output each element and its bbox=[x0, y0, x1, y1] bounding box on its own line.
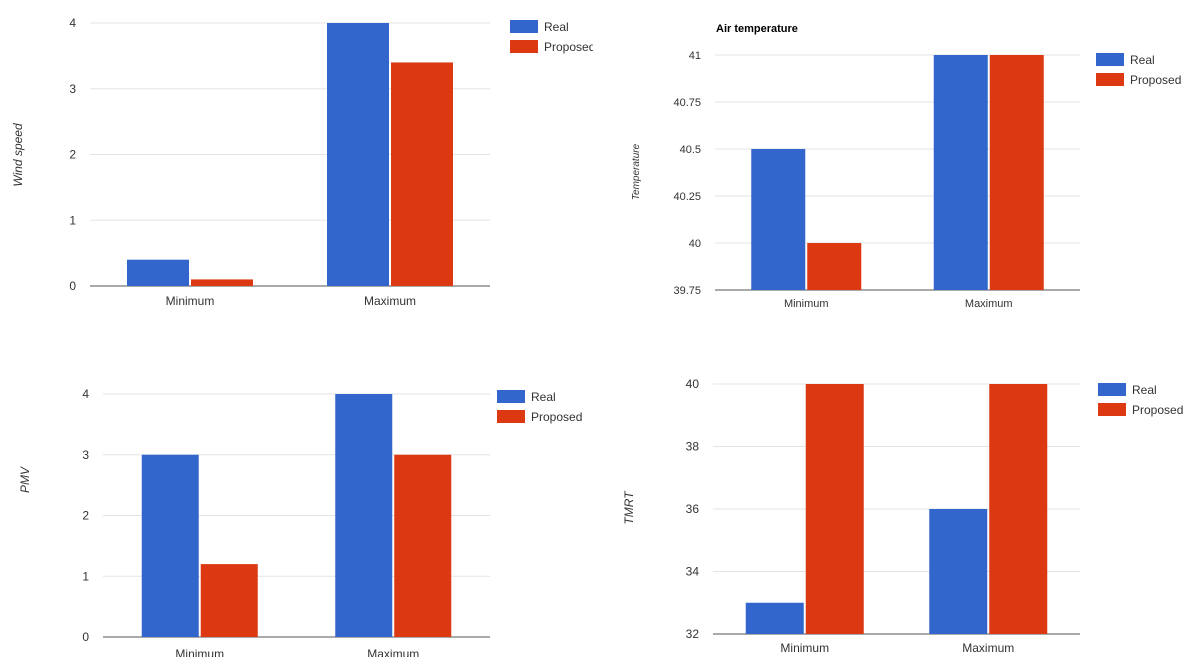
legend-swatch-proposed bbox=[497, 410, 525, 423]
y-tick-label: 40.75 bbox=[673, 97, 701, 109]
x-category-label: Maximum bbox=[965, 298, 1013, 310]
y-tick-label: 40 bbox=[689, 238, 701, 250]
legend-label-real: Real bbox=[1130, 53, 1155, 67]
y-tick-label: 36 bbox=[686, 502, 700, 516]
legend-swatch-real bbox=[497, 390, 525, 403]
legend-label-real: Real bbox=[531, 390, 556, 404]
legend-swatch-proposed bbox=[1098, 403, 1126, 416]
y-tick-label: 3 bbox=[82, 448, 89, 462]
chart-air-temperature: Air temperature 39.75 40 40.25 40.5 40.75 41 Te… bbox=[631, 23, 1181, 310]
y-axis-title: Temperature bbox=[631, 143, 642, 200]
x-category-label: Minimum bbox=[166, 294, 215, 308]
bar-proposed-maximum bbox=[989, 384, 1048, 634]
x-category-label: Maximum bbox=[367, 647, 419, 657]
y-tick-label: 1 bbox=[82, 569, 89, 583]
y-tick-label: 32 bbox=[686, 627, 700, 641]
chart-wind-speed: 0 1 2 3 4 Wind speed Minimum Maximum Real Propose… bbox=[11, 16, 593, 308]
y-tick-label: 4 bbox=[82, 387, 89, 401]
bar-proposed-minimum bbox=[191, 279, 253, 286]
legend-label-proposed: Proposed bbox=[1132, 403, 1183, 417]
bar-proposed-maximum bbox=[391, 62, 453, 287]
y-tick-label: 41 bbox=[689, 50, 701, 62]
bar-proposed-minimum bbox=[805, 384, 864, 634]
y-tick-label: 3 bbox=[69, 82, 76, 96]
bar-real-maximum bbox=[929, 509, 988, 634]
legend-label-real: Real bbox=[544, 20, 569, 34]
bar-real-minimum bbox=[141, 454, 199, 637]
legend-swatch-real bbox=[1096, 53, 1124, 66]
bar-proposed-maximum bbox=[394, 454, 452, 637]
legend-label-proposed: Proposed bbox=[544, 40, 593, 54]
bar-proposed-minimum bbox=[200, 564, 258, 637]
bar-real-maximum bbox=[933, 55, 988, 290]
y-axis-title: TMRT bbox=[622, 490, 636, 525]
x-category-label: Maximum bbox=[364, 294, 416, 308]
y-tick-label: 39.75 bbox=[673, 285, 701, 297]
y-tick-label: 0 bbox=[69, 279, 76, 293]
y-tick-label: 1 bbox=[69, 213, 76, 227]
y-axis-title: Wind speed bbox=[11, 123, 25, 187]
bar-proposed-maximum bbox=[989, 55, 1044, 290]
chart-tmrt: 32 34 36 38 40 TMRT Minimum Maximum Real Proposed bbox=[622, 377, 1183, 655]
y-tick-label: 2 bbox=[69, 148, 76, 162]
x-category-label: Minimum bbox=[784, 298, 829, 310]
y-tick-label: 2 bbox=[82, 509, 89, 523]
chart-title: Air temperature bbox=[716, 23, 798, 35]
legend-swatch-real bbox=[1098, 383, 1126, 396]
bar-proposed-minimum bbox=[807, 243, 862, 290]
y-axis-title: PMV bbox=[18, 466, 32, 493]
bar-real-maximum bbox=[327, 23, 389, 286]
y-tick-label: 40 bbox=[686, 377, 700, 391]
y-tick-label: 40.25 bbox=[673, 191, 701, 203]
bar-real-minimum bbox=[745, 602, 804, 634]
legend-label-proposed: Proposed bbox=[531, 410, 582, 424]
y-tick-label: 0 bbox=[82, 630, 89, 644]
legend-swatch-proposed bbox=[1096, 73, 1124, 86]
bar-real-minimum bbox=[127, 259, 189, 286]
bar-real-maximum bbox=[335, 394, 393, 637]
y-tick-label: 34 bbox=[686, 565, 700, 579]
legend-swatch-real bbox=[510, 20, 538, 33]
y-tick-label: 38 bbox=[686, 440, 700, 454]
x-category-label: Minimum bbox=[780, 641, 829, 655]
legend-label-real: Real bbox=[1132, 383, 1157, 397]
bar-real-minimum bbox=[751, 149, 806, 290]
legend-label-proposed: Proposed bbox=[1130, 73, 1181, 87]
legend-swatch-proposed bbox=[510, 40, 538, 53]
y-tick-label: 40.5 bbox=[680, 144, 701, 156]
y-tick-label: 4 bbox=[69, 16, 76, 30]
chart-pmv: 0 1 2 3 4 PMV Minimum Maximum Real Proposed bbox=[18, 387, 582, 657]
x-category-label: Maximum bbox=[962, 641, 1014, 655]
x-category-label: Minimum bbox=[175, 647, 224, 657]
